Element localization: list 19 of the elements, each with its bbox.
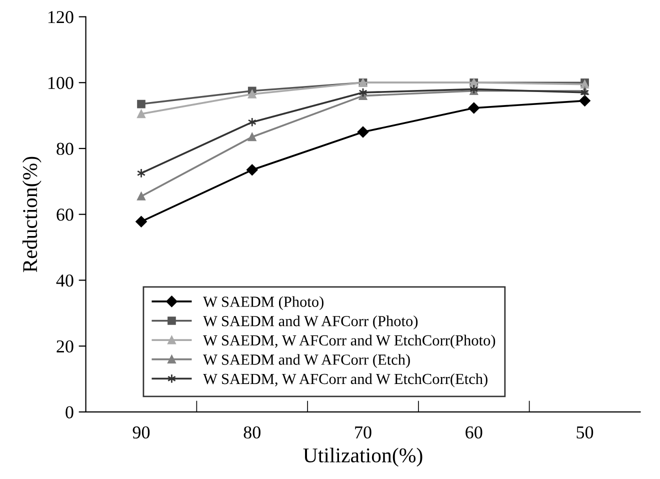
legend-label: W SAEDM and W AFCorr (Photo) (203, 315, 418, 330)
legend-label: W SAEDM and W AFCorr (Etch) (203, 354, 410, 368)
y-tick-label: 20 (56, 340, 74, 353)
y-tick-label: 40 (56, 274, 74, 287)
y-tick-label: 120 (48, 11, 74, 24)
x-tick-label: 50 (576, 426, 594, 439)
x-tick-label: 70 (355, 426, 372, 439)
legend-label: W SAEDM, W AFCorr and W EtchCorr(Etch) (203, 373, 488, 388)
x-tick-label: 80 (244, 426, 260, 439)
x-tick-label: 60 (466, 426, 482, 439)
y-axis-title: Reduction(%) (22, 156, 42, 272)
legend-label: W SAEDM (Photo) (203, 296, 324, 310)
y-tick-label: 80 (56, 142, 74, 155)
y-tick-label: 0 (66, 406, 74, 418)
legend-label: W SAEDM, W AFCorr and W EtchCorr(Photo) (203, 334, 496, 349)
x-axis-title: Utilization(%) (303, 448, 422, 467)
y-tick-label: 100 (48, 76, 74, 90)
x-tick-label: 90 (132, 426, 150, 439)
y-tick-label: 60 (56, 208, 74, 221)
